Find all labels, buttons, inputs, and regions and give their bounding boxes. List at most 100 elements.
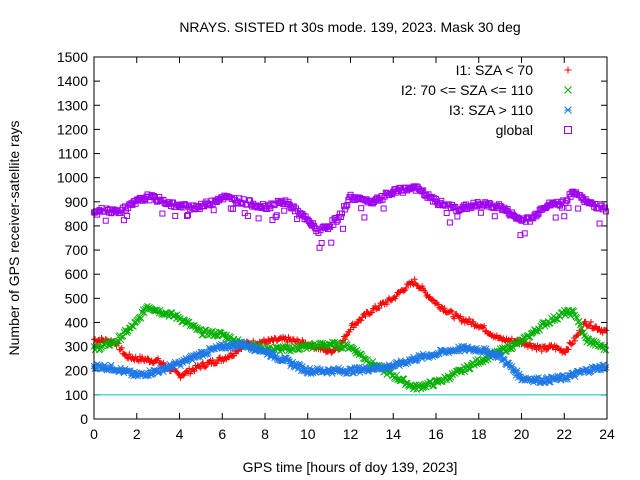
data-point (571, 337, 578, 344)
data-point (497, 351, 505, 359)
data-point (435, 301, 442, 308)
x-tick-label: 24 (599, 426, 615, 442)
data-point (239, 200, 246, 207)
data-point (191, 368, 198, 375)
data-point (272, 213, 279, 220)
data-point (119, 332, 127, 340)
y-tick-label: 900 (65, 194, 89, 210)
data-point (429, 296, 436, 303)
series-3 (91, 183, 609, 251)
data-point (358, 317, 365, 324)
data-point (493, 332, 500, 339)
data-point (361, 214, 368, 221)
y-tick-label: 300 (65, 339, 89, 355)
data-point (562, 349, 569, 356)
y-tick-label: 1400 (57, 73, 88, 89)
data-point (123, 352, 130, 359)
data-point (318, 239, 325, 246)
x-tick-label: 2 (133, 426, 141, 442)
data-point (521, 230, 528, 237)
data-point (446, 375, 454, 383)
data-point (144, 302, 151, 310)
data-point (250, 337, 257, 344)
data-point (504, 206, 511, 213)
data-point (544, 346, 551, 353)
data-point (187, 370, 194, 377)
legend-marker (564, 66, 572, 74)
data-point (328, 349, 335, 356)
data-point (383, 301, 390, 308)
plot-frame (93, 56, 608, 420)
data-point (358, 205, 365, 212)
legend-marker (564, 126, 572, 134)
data-point (438, 303, 445, 310)
data-point (281, 207, 288, 214)
data-point (159, 210, 166, 217)
y-tick-label: 1000 (57, 170, 88, 186)
data-point (210, 207, 217, 214)
legend: I1: SZA < 70 I2: 70 <= SZA <= 110 I3: SZA … (401, 62, 572, 138)
data-point (338, 210, 345, 217)
data-point (513, 367, 521, 375)
x-tick-label: 20 (514, 426, 530, 442)
x-tick-label: 14 (385, 426, 401, 442)
legend-label: I3: SZA > 110 (449, 102, 533, 118)
data-point (175, 371, 182, 378)
data-point (203, 363, 210, 370)
data-point (209, 357, 216, 364)
data-point (517, 340, 524, 347)
data-point (602, 346, 610, 354)
data-point (197, 365, 204, 372)
data-point (413, 282, 420, 289)
data-point (328, 239, 335, 246)
data-point (294, 336, 301, 343)
legend-marker (564, 106, 572, 114)
chart-title: NRAYS. SISTED rt 30s mode. 139, 2023. Ma… (179, 19, 520, 35)
data-point (142, 197, 149, 204)
data-point (350, 324, 357, 331)
data-point (304, 341, 312, 348)
data-point (400, 375, 408, 383)
data-point (465, 365, 473, 373)
data-point (126, 351, 133, 358)
data-point (124, 212, 131, 219)
y-tick-label: 800 (65, 218, 89, 234)
plot-area: 0100200300400500600700800900100011001200… (57, 49, 615, 442)
data-point (552, 315, 560, 323)
data-point (343, 203, 350, 210)
data-point (596, 220, 603, 227)
data-point (602, 208, 609, 215)
data-point (403, 284, 410, 291)
x-tick-label: 0 (90, 426, 98, 442)
x-tick-label: 6 (218, 426, 226, 442)
data-point (343, 332, 350, 339)
y-tick-label: 600 (65, 266, 89, 282)
legend-label: global (496, 122, 533, 138)
data-point (280, 344, 288, 352)
data-point (571, 311, 579, 319)
data-point (118, 344, 125, 351)
data-point (477, 209, 484, 216)
data-point (447, 307, 454, 314)
y-tick-label: 1500 (57, 49, 88, 65)
data-point (451, 315, 458, 322)
data-point (270, 349, 277, 356)
data-point (107, 361, 115, 369)
data-point (582, 318, 589, 325)
data-point (587, 318, 594, 325)
data-point (552, 214, 559, 221)
data-point (139, 354, 146, 361)
data-point (564, 197, 571, 204)
series-2 (90, 338, 610, 387)
data-point (441, 201, 448, 208)
y-tick-label: 1200 (57, 121, 88, 137)
x-tick-label: 16 (428, 426, 444, 442)
data-point (561, 311, 569, 319)
data-point (227, 334, 235, 341)
data-point (273, 212, 280, 219)
y-axis-label: Number of GPS receiver-satellite rays (6, 121, 22, 356)
x-tick-label: 12 (343, 426, 359, 442)
data-point (538, 348, 545, 355)
data-point (221, 331, 228, 338)
y-tick-label: 700 (65, 242, 89, 258)
